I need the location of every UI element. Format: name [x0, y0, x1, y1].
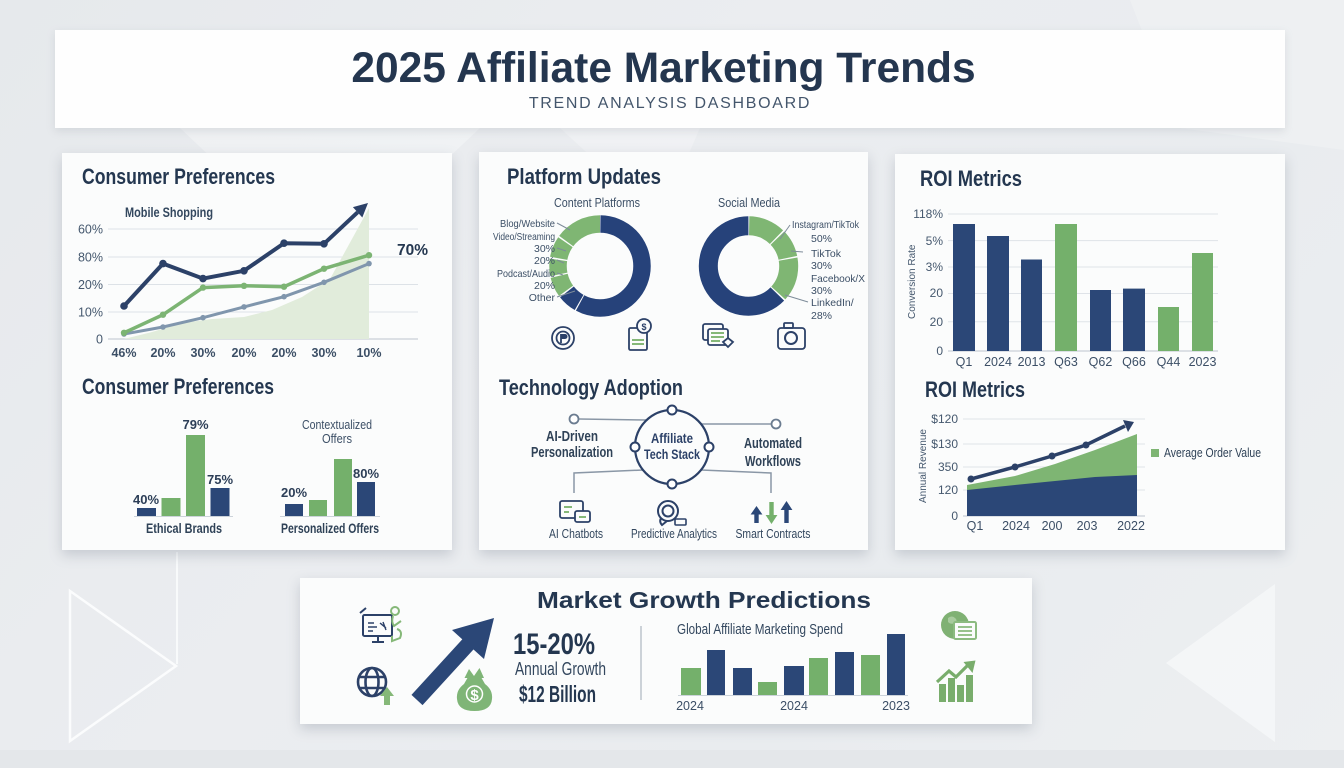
- svg-text:Q1: Q1: [967, 519, 984, 533]
- svg-text:70%: 70%: [397, 242, 428, 259]
- svg-text:28%: 28%: [811, 310, 832, 322]
- svg-text:0: 0: [96, 333, 103, 347]
- svg-text:Predictive Analytics: Predictive Analytics: [631, 527, 717, 541]
- svg-text:46%: 46%: [111, 346, 136, 360]
- svg-text:60%: 60%: [78, 223, 103, 237]
- svg-text:80%: 80%: [78, 251, 103, 265]
- svg-text:ROI Metrics: ROI Metrics: [920, 166, 1022, 191]
- svg-text:Affiliate: Affiliate: [651, 431, 693, 446]
- svg-text:Social Media: Social Media: [718, 195, 781, 210]
- svg-text:Video/Streaming: Video/Streaming: [493, 231, 555, 243]
- svg-text:20%: 20%: [281, 485, 307, 500]
- svg-text:Contextualized: Contextualized: [302, 418, 372, 432]
- svg-text:20%: 20%: [78, 278, 103, 292]
- svg-text:80%: 80%: [353, 466, 379, 481]
- svg-text:Q62: Q62: [1089, 355, 1113, 369]
- svg-text:Mobile Shopping: Mobile Shopping: [125, 205, 213, 220]
- svg-text:30%: 30%: [811, 260, 832, 272]
- svg-text:75%: 75%: [207, 472, 233, 487]
- svg-text:Content Platforms: Content Platforms: [554, 195, 640, 210]
- svg-text:5%: 5%: [926, 234, 944, 248]
- svg-text:0: 0: [951, 509, 958, 523]
- svg-text:2013: 2013: [1018, 355, 1046, 369]
- svg-text:Personalization: Personalization: [531, 444, 613, 461]
- svg-text:30%: 30%: [190, 346, 215, 360]
- svg-text:Smart Contracts: Smart Contracts: [736, 527, 811, 541]
- svg-text:Instagram/TikTok: Instagram/TikTok: [792, 219, 860, 231]
- svg-text:350: 350: [938, 460, 958, 474]
- svg-text:AI Chatbots: AI Chatbots: [549, 527, 603, 541]
- svg-text:Annual Revenue: Annual Revenue: [918, 429, 929, 503]
- svg-text:Technology Adoption: Technology Adoption: [499, 375, 683, 400]
- svg-text:79%: 79%: [182, 417, 208, 432]
- svg-text:Annual Growth: Annual Growth: [515, 659, 606, 679]
- svg-text:10%: 10%: [78, 306, 103, 320]
- svg-text:Average Order Value: Average Order Value: [1164, 446, 1261, 460]
- svg-text:TikTok: TikTok: [811, 248, 842, 260]
- svg-text:$120: $120: [931, 412, 958, 426]
- svg-text:Tech Stack: Tech Stack: [644, 447, 700, 462]
- svg-text:Other: Other: [529, 292, 556, 304]
- svg-text:Market Growth Predictions: Market Growth Predictions: [537, 587, 871, 613]
- svg-text:Consumer Preferences: Consumer Preferences: [82, 164, 275, 189]
- svg-text:Q44: Q44: [1157, 355, 1181, 369]
- svg-text:30%: 30%: [811, 285, 832, 297]
- svg-text:Q66: Q66: [1122, 355, 1146, 369]
- svg-text:Conversion Rate: Conversion Rate: [907, 244, 918, 319]
- svg-text:30%: 30%: [534, 243, 555, 255]
- svg-text:Global Affiliate Marketing Spe: Global Affiliate Marketing Spend: [677, 622, 843, 638]
- svg-text:3%: 3%: [926, 260, 944, 274]
- svg-text:203: 203: [1077, 519, 1098, 533]
- svg-text:20: 20: [930, 315, 944, 329]
- svg-text:Blog/Website: Blog/Website: [500, 218, 555, 230]
- svg-text:Ethical Brands: Ethical Brands: [146, 520, 222, 536]
- svg-text:2024: 2024: [984, 355, 1012, 369]
- svg-text:$: $: [641, 322, 646, 332]
- svg-text:10%: 10%: [356, 346, 381, 360]
- svg-text:2024: 2024: [780, 699, 808, 713]
- svg-text:Facebook/X: Facebook/X: [811, 273, 865, 285]
- svg-text:20: 20: [930, 286, 944, 300]
- svg-text:Consumer Preferences: Consumer Preferences: [82, 374, 274, 399]
- svg-text:20%: 20%: [231, 346, 256, 360]
- svg-text:20%: 20%: [534, 255, 555, 267]
- svg-text:ROI Metrics: ROI Metrics: [925, 377, 1025, 402]
- svg-text:$130: $130: [931, 437, 958, 451]
- svg-text:40%: 40%: [133, 492, 159, 507]
- svg-text:Q1: Q1: [956, 355, 973, 369]
- svg-text:118%: 118%: [913, 207, 943, 221]
- svg-text:20%: 20%: [534, 280, 555, 292]
- svg-text:Offers: Offers: [322, 432, 352, 446]
- svg-text:50%: 50%: [811, 233, 832, 245]
- svg-text:120: 120: [938, 483, 958, 497]
- svg-text:2022: 2022: [1117, 519, 1145, 533]
- svg-text:Automated: Automated: [744, 435, 802, 452]
- svg-text:Personalized Offers: Personalized Offers: [281, 520, 379, 536]
- svg-text:15-20%: 15-20%: [513, 628, 595, 661]
- svg-text:2024: 2024: [1002, 519, 1030, 533]
- svg-text:Podcast/Audio: Podcast/Audio: [497, 268, 555, 280]
- svg-text:Workflows: Workflows: [745, 453, 801, 470]
- svg-text:2024: 2024: [676, 699, 704, 713]
- svg-text:2023: 2023: [1189, 355, 1217, 369]
- svg-text:2023: 2023: [882, 699, 910, 713]
- svg-text:20%: 20%: [271, 346, 296, 360]
- svg-text:AI-Driven: AI-Driven: [546, 428, 598, 445]
- svg-text:0: 0: [936, 344, 943, 358]
- svg-text:Q63: Q63: [1054, 355, 1078, 369]
- svg-text:20%: 20%: [150, 346, 175, 360]
- svg-text:$: $: [470, 687, 479, 704]
- svg-text:30%: 30%: [311, 346, 336, 360]
- svg-text:$12 Billion: $12 Billion: [519, 681, 596, 707]
- svg-text:Platform Updates: Platform Updates: [507, 164, 661, 189]
- svg-text:LinkedIn/: LinkedIn/: [811, 297, 854, 309]
- svg-text:200: 200: [1042, 519, 1063, 533]
